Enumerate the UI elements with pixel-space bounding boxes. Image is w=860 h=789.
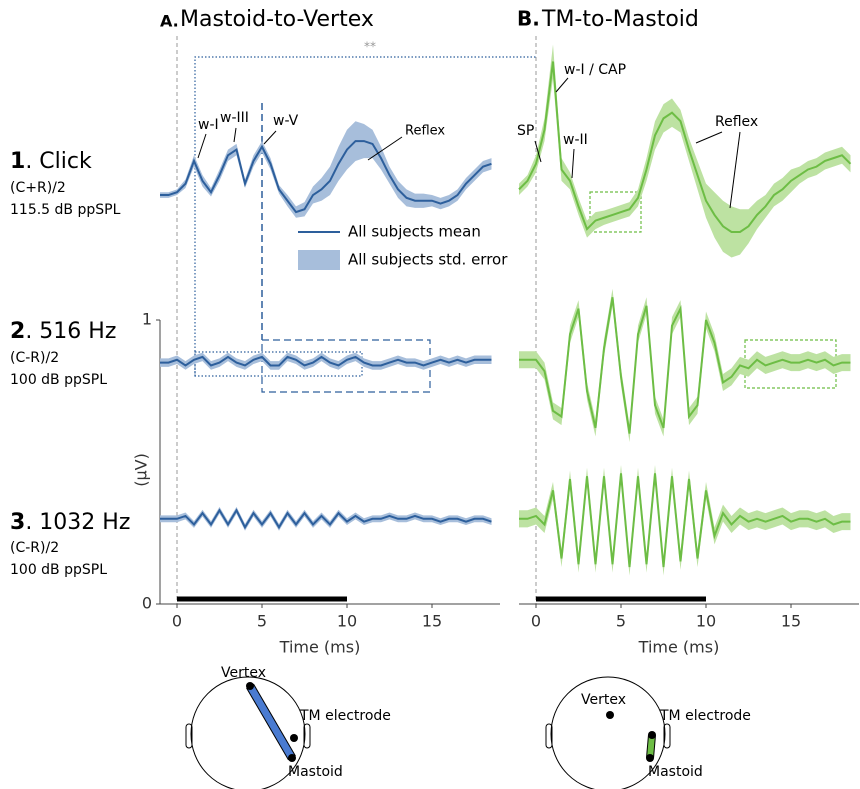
electrode-pair: [250, 686, 292, 758]
annotation: SP: [517, 123, 534, 139]
row-number: 3: [10, 510, 25, 535]
annotation: Reflex: [405, 124, 445, 139]
significance: **: [364, 40, 376, 54]
electrode-label: Vertex: [581, 692, 626, 708]
electrode-label: TM electrode: [299, 708, 391, 724]
row-polarity: (C-R)/2: [10, 540, 59, 556]
legend-label: All subjects mean: [348, 223, 481, 241]
row-number: 2: [10, 319, 25, 344]
row-name: . 1032 Hz: [25, 510, 130, 535]
row-label: 3. 1032 Hz: [10, 510, 130, 535]
legend-swatch: [298, 250, 340, 270]
annotation-arrow: [730, 132, 740, 208]
electrode-label: TM electrode: [659, 708, 751, 724]
annotation-arrow: [696, 132, 722, 143]
annotation: w-I / CAP: [564, 62, 626, 78]
row-name: . Click: [25, 149, 92, 174]
row-level: 100 dB ppSPL: [10, 372, 107, 388]
annotation: w-I: [198, 117, 219, 133]
row-level: 115.5 dB ppSPL: [10, 202, 121, 218]
figure: A. Mastoid-to-Vertex B. TM-to-Mastoid 1.…: [0, 0, 860, 789]
x-axis-label: Time (ms): [638, 638, 720, 657]
x-tick-label: 10: [696, 612, 716, 631]
annotation: w-V: [273, 113, 299, 129]
x-axis-label: Time (ms): [279, 638, 361, 657]
annotation-arrow: [556, 78, 568, 92]
annotation-arrow: [264, 131, 276, 144]
row-name: . 516 Hz: [25, 319, 116, 344]
x-tick-label: 0: [172, 612, 182, 631]
x-tick-label: 15: [781, 612, 801, 631]
legend-label: All subjects std. error: [348, 251, 508, 269]
x-tick-label: 0: [531, 612, 541, 631]
error-band: [160, 507, 492, 531]
annotation-arrow: [234, 128, 236, 142]
annotation: Reflex: [715, 114, 758, 130]
row-polarity: (C-R)/2: [10, 350, 59, 366]
y-tick-label: 1: [142, 310, 152, 329]
electrode-label: Mastoid: [288, 764, 343, 780]
electrode-label: Mastoid: [648, 764, 703, 780]
x-tick-label: 5: [257, 612, 267, 631]
annotation-arrow: [198, 134, 206, 158]
row-level: 100 dB ppSPL: [10, 562, 107, 578]
significance-bracket: [195, 57, 536, 376]
annotation: w-II: [563, 132, 588, 148]
panel-letter: A.: [160, 12, 179, 31]
x-tick-label: 5: [616, 612, 626, 631]
row-polarity: (C+R)/2: [10, 180, 66, 196]
x-tick-label: 10: [337, 612, 357, 631]
panel-letter: B.: [517, 7, 540, 31]
panel-title: TM-to-Mastoid: [541, 7, 699, 32]
electrode-label: Vertex: [221, 665, 266, 681]
plots: 0 5 10 15 Time (ms) 0 1 (μV) All subjects mean Al…: [132, 45, 860, 657]
annotation-arrow: [572, 149, 574, 178]
x-tick-label: 15: [422, 612, 442, 631]
row-label: 1. Click: [10, 149, 92, 174]
row-number: 1: [10, 149, 25, 174]
y-tick-label: 0: [142, 594, 152, 613]
panel-title: Mastoid-to-Vertex: [180, 7, 374, 32]
row-label: 2. 516 Hz: [10, 319, 116, 344]
annotation: w-III: [220, 110, 249, 126]
y-axis-label: (μV): [132, 453, 151, 487]
